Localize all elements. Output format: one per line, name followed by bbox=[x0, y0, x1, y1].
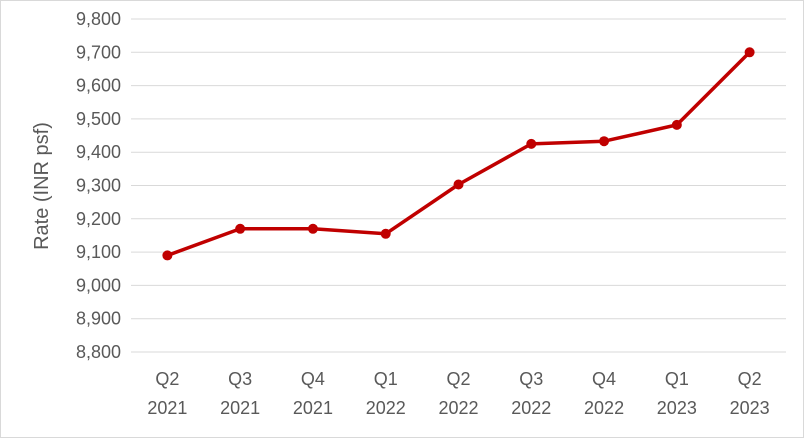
x-tick-year: 2022 bbox=[584, 398, 624, 418]
x-tick-quarter: Q1 bbox=[374, 369, 398, 389]
x-tick-year: 2022 bbox=[511, 398, 551, 418]
x-axis-ticks: Q2 2021 Q3 2021 Q4 2021 Q1 2022 Q2 2022 Q3 2022 Q4 20… bbox=[147, 369, 769, 418]
x-tick-year: 2021 bbox=[220, 398, 260, 418]
data-point bbox=[380, 228, 391, 239]
x-tick-label: Q2 2022 bbox=[438, 369, 478, 418]
y-tick-label: 9,600 bbox=[76, 76, 121, 96]
y-tick-label: 9,500 bbox=[76, 109, 121, 129]
y-tick-label: 9,800 bbox=[76, 9, 121, 29]
series-layer bbox=[162, 47, 755, 261]
x-tick-label: Q1 2022 bbox=[366, 369, 406, 418]
x-tick-quarter: Q2 bbox=[446, 369, 470, 389]
y-axis-ticks: 8,800 8,900 9,000 9,100 9,200 9,300 9,400 9,500… bbox=[76, 9, 121, 362]
data-point bbox=[453, 179, 464, 190]
y-tick-label: 9,100 bbox=[76, 242, 121, 262]
x-tick-year: 2021 bbox=[147, 398, 187, 418]
x-tick-label: Q3 2022 bbox=[511, 369, 551, 418]
data-point bbox=[744, 47, 755, 58]
y-tick-label: 9,300 bbox=[76, 176, 121, 196]
x-tick-quarter: Q3 bbox=[519, 369, 543, 389]
x-tick-label: Q4 2021 bbox=[293, 369, 333, 418]
x-tick-year: 2022 bbox=[438, 398, 478, 418]
y-tick-label: 9,700 bbox=[76, 42, 121, 62]
x-tick-label: Q1 2023 bbox=[657, 369, 697, 418]
y-tick-label: 8,800 bbox=[76, 342, 121, 362]
x-tick-year: 2021 bbox=[293, 398, 333, 418]
data-point bbox=[235, 223, 246, 234]
x-tick-label: Q3 2021 bbox=[220, 369, 260, 418]
data-point bbox=[526, 138, 537, 149]
x-tick-quarter: Q2 bbox=[738, 369, 762, 389]
x-tick-year: 2022 bbox=[366, 398, 406, 418]
x-tick-label: Q2 2023 bbox=[730, 369, 770, 418]
y-tick-label: 8,900 bbox=[76, 309, 121, 329]
y-axis-label: Rate (INR psf) bbox=[31, 122, 53, 250]
x-tick-quarter: Q2 bbox=[155, 369, 179, 389]
y-tick-label: 9,400 bbox=[76, 142, 121, 162]
data-point bbox=[162, 250, 173, 261]
x-tick-label: Q2 2021 bbox=[147, 369, 187, 418]
y-tick-label: 9,200 bbox=[76, 209, 121, 229]
x-tick-year: 2023 bbox=[730, 398, 770, 418]
x-tick-quarter: Q3 bbox=[228, 369, 252, 389]
y-tick-label: 9,000 bbox=[76, 275, 121, 295]
series-line bbox=[166, 51, 751, 258]
data-point bbox=[671, 119, 682, 130]
data-point bbox=[307, 223, 318, 234]
x-tick-quarter: Q1 bbox=[665, 369, 689, 389]
data-point bbox=[599, 136, 610, 147]
x-tick-label: Q4 2022 bbox=[584, 369, 624, 418]
x-tick-quarter: Q4 bbox=[592, 369, 616, 389]
x-tick-quarter: Q4 bbox=[301, 369, 325, 389]
x-tick-year: 2023 bbox=[657, 398, 697, 418]
